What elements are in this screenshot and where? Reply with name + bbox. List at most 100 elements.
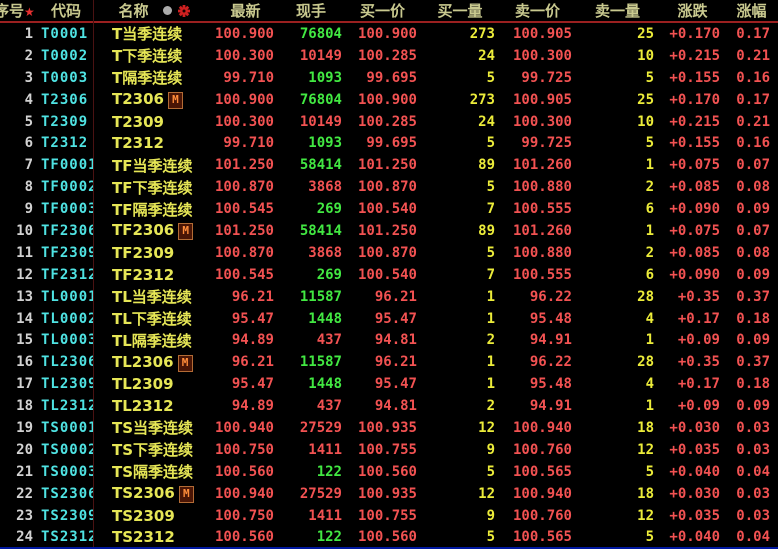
row-seq: 20: [16, 441, 33, 458]
row-change: +0.215: [669, 113, 720, 130]
table-row[interactable]: 24 TS2312 TS2312 100.560 122 100.560 5 1…: [0, 526, 778, 548]
gear-icon[interactable]: [177, 4, 190, 17]
row-ask-volume: 5: [645, 529, 654, 546]
header-bid-price[interactable]: 买一价: [359, 2, 405, 20]
header-seq[interactable]: 序号★: [0, 2, 35, 20]
row-ask-volume: 4: [645, 376, 654, 393]
table-row[interactable]: 3 T0003 T隔季连续 99.710 1093 99.695 5 99.72…: [0, 67, 778, 89]
table-row[interactable]: 22 TS2306 TS2306 M 100.940 27529 100.935 …: [0, 483, 778, 505]
table-row[interactable]: 15 TL0003 TL隔季连续 94.89 437 94.81 2 94.91…: [0, 329, 778, 351]
main-contract-badge: M: [178, 223, 194, 241]
row-bid-price: 100.540: [357, 266, 417, 283]
row-change-pct: 0.18: [736, 376, 770, 393]
header-ask-volume[interactable]: 卖一量: [594, 2, 640, 20]
row-change-pct: 0.21: [736, 47, 770, 64]
row-name: TL2309: [112, 375, 174, 394]
row-volume: 122: [316, 529, 342, 546]
row-ask-price: 95.48: [529, 310, 572, 327]
table-row[interactable]: 10 TF2306 TF2306 M 101.250 58414 101.250 …: [0, 220, 778, 242]
table-row[interactable]: 17 TL2309 TL2309 95.47 1448 95.47 1 95.4…: [0, 373, 778, 395]
row-code: TL0001: [41, 288, 94, 305]
row-bid-price: 100.935: [357, 419, 417, 436]
row-change-pct: 0.37: [736, 354, 770, 371]
row-seq: 2: [24, 47, 33, 64]
table-row[interactable]: 1 T0001 T当季连续 100.900 76804 100.900 273 …: [0, 22, 778, 45]
row-ask-price: 100.555: [512, 266, 572, 283]
header-change[interactable]: 涨跌: [677, 2, 708, 20]
table-row[interactable]: 8 TF0002 TF下季连续 100.870 3868 100.870 5 1…: [0, 176, 778, 198]
row-name: T下季连续: [112, 47, 183, 66]
row-bid-price: 100.755: [357, 441, 417, 458]
row-seq: 16: [16, 354, 33, 371]
row-ask-price: 99.725: [521, 69, 572, 86]
row-change-pct: 0.17: [736, 25, 770, 42]
row-bid-volume: 24: [478, 47, 495, 64]
row-change: +0.170: [669, 91, 720, 108]
row-ask-price: 100.940: [512, 485, 572, 502]
row-bid-volume: 1: [486, 354, 495, 371]
row-ask-price: 100.565: [512, 463, 572, 480]
row-change: +0.35: [677, 288, 720, 305]
row-change: +0.17: [677, 376, 720, 393]
row-latest: 96.21: [231, 288, 274, 305]
row-change-pct: 0.37: [736, 288, 770, 305]
table-row[interactable]: 9 TF0003 TF隔季连续 100.545 269 100.540 7 10…: [0, 198, 778, 220]
row-name: TS2312: [112, 528, 175, 547]
row-seq: 23: [16, 507, 33, 524]
row-volume: 1411: [308, 507, 342, 524]
row-bid-volume: 5: [486, 69, 495, 86]
table-row[interactable]: 2 T0002 T下季连续 100.300 10149 100.285 24 1…: [0, 45, 778, 67]
table-row[interactable]: 20 TS0002 TS下季连续 100.750 1411 100.755 9 …: [0, 439, 778, 461]
row-volume: 27529: [299, 419, 342, 436]
row-volume: 1448: [308, 376, 342, 393]
row-ask-volume: 12: [637, 507, 654, 524]
row-seq: 1: [24, 25, 33, 42]
row-name: T2306 M: [94, 89, 214, 111]
row-code: TS2312: [41, 529, 94, 546]
row-volume: 1448: [308, 310, 342, 327]
row-volume: 76804: [299, 91, 342, 108]
table-row[interactable]: 21 TS0003 TS隔季连续 100.560 122 100.560 5 1…: [0, 461, 778, 483]
header-bid-volume[interactable]: 买一量: [437, 2, 483, 20]
row-seq: 8: [24, 179, 33, 196]
row-seq: 21: [16, 463, 33, 480]
table-row[interactable]: 19 TS0001 TS当季连续 100.940 27529 100.935 1…: [0, 417, 778, 439]
row-ask-price: 100.555: [512, 201, 572, 218]
table-row[interactable]: 11 TF2309 TF2309 100.870 3868 100.870 5 …: [0, 242, 778, 264]
row-code: TL0003: [41, 332, 94, 349]
table-row[interactable]: 14 TL0002 TL下季连续 95.47 1448 95.47 1 95.4…: [0, 308, 778, 330]
row-bid-volume: 1: [486, 310, 495, 327]
row-latest: 100.545: [214, 266, 274, 283]
header-change-pct[interactable]: 涨幅: [736, 2, 767, 20]
table-row[interactable]: 7 TF0001 TF当季连续 101.250 58414 101.250 89…: [0, 154, 778, 176]
row-code: TS0002: [41, 441, 94, 458]
table-row[interactable]: 12 TF2312 TF2312 100.545 269 100.540 7 1…: [0, 264, 778, 286]
table-row[interactable]: 6 T2312 T2312 99.710 1093 99.695 5 99.72…: [0, 132, 778, 154]
row-name: TF2306 M: [94, 220, 214, 242]
table-row[interactable]: 13 TL0001 TL当季连续 96.21 11587 96.21 1 96.…: [0, 286, 778, 308]
row-change-pct: 0.03: [736, 507, 770, 524]
row-bid-volume: 273: [469, 91, 495, 108]
row-bid-price: 100.870: [357, 244, 417, 261]
row-ask-price: 100.300: [512, 47, 572, 64]
header-latest[interactable]: 最新: [230, 2, 261, 20]
row-change: +0.030: [669, 419, 720, 436]
table-row[interactable]: 18 TL2312 TL2312 94.89 437 94.81 2 94.91…: [0, 395, 778, 417]
row-ask-price: 96.22: [529, 354, 572, 371]
header-ask-price[interactable]: 卖一价: [514, 2, 560, 20]
dot-icon[interactable]: [162, 6, 172, 15]
row-volume: 1411: [308, 441, 342, 458]
row-bid-price: 100.560: [357, 463, 417, 480]
row-ask-volume: 2: [645, 244, 654, 261]
header-name[interactable]: 名称: [94, 0, 214, 22]
header-code[interactable]: 代码: [50, 2, 81, 20]
table-row[interactable]: 5 T2309 T2309 100.300 10149 100.285 24 1…: [0, 111, 778, 133]
table-row[interactable]: 16 TL2306 TL2306 M 96.21 11587 96.21 1 96…: [0, 351, 778, 373]
table-row[interactable]: 4 T2306 T2306 M 100.900 76804 100.900 273…: [0, 89, 778, 111]
row-bid-price: 101.250: [357, 157, 417, 174]
header-volume[interactable]: 现手: [295, 2, 326, 20]
row-code: TS2306: [41, 485, 94, 502]
row-code: T0002: [41, 47, 89, 64]
table-row[interactable]: 23 TS2309 TS2309 100.750 1411 100.755 9 …: [0, 505, 778, 527]
